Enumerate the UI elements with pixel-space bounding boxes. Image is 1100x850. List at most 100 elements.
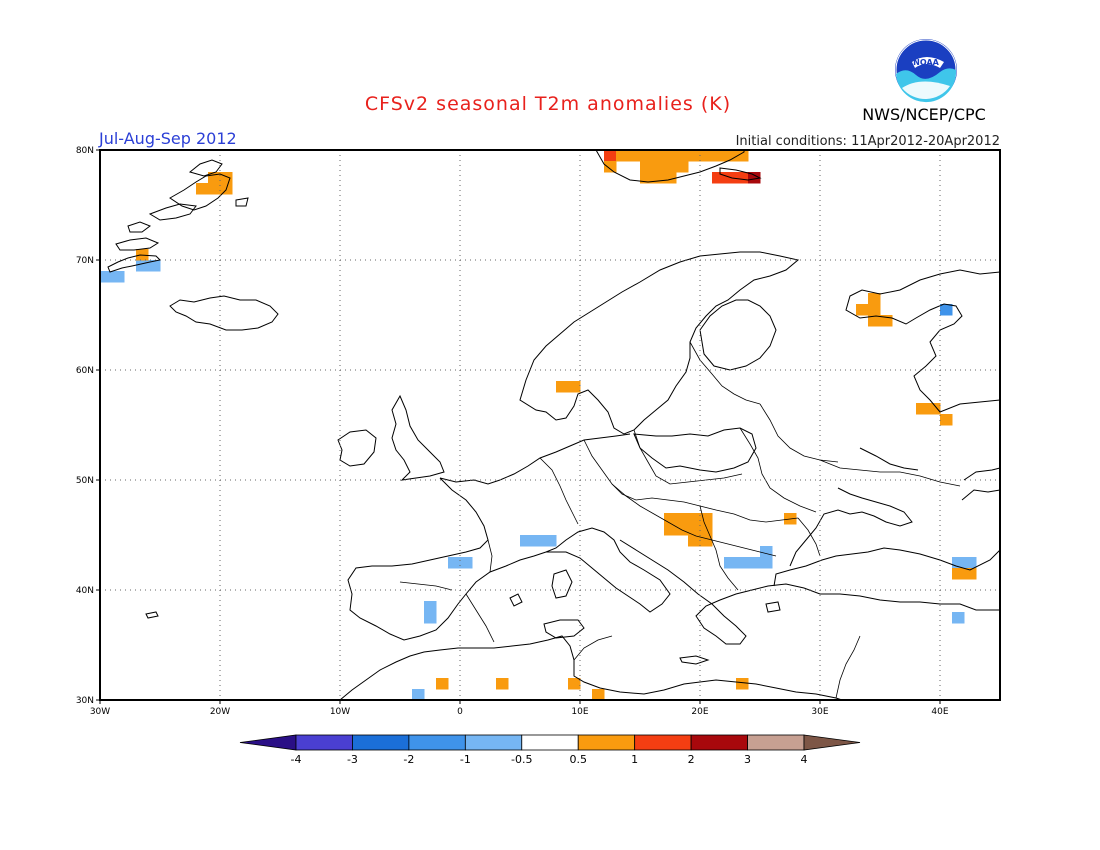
colorbar-label: 3 (744, 753, 751, 766)
anomaly-cell (952, 557, 965, 569)
lat-tick-label: 70N (76, 256, 94, 266)
anomaly-cell (964, 557, 977, 569)
lat-tick-label: 80N (76, 146, 94, 156)
lon-tick-label: 10W (330, 707, 350, 717)
map-background (100, 150, 1000, 700)
colorbar-label: -3 (347, 753, 358, 766)
anomaly-cell (700, 513, 713, 525)
anomaly-cell (688, 513, 701, 525)
anomaly-cell (628, 150, 641, 162)
anomaly-cell (520, 535, 533, 547)
lon-tick-label: 0 (457, 707, 463, 717)
anomaly-cell (604, 150, 617, 162)
anomaly-cell (220, 172, 233, 184)
anomaly-cell (952, 568, 965, 580)
anomaly-cell (940, 304, 953, 316)
anomaly-cell (736, 557, 749, 569)
anomaly-cell (748, 557, 761, 569)
colorbar-label: -1 (460, 753, 471, 766)
anomaly-cell (700, 524, 713, 536)
colorbar-box (352, 734, 410, 751)
colorbar-box (464, 734, 523, 751)
forecast-period: Jul-Aug-Sep 2012 (98, 129, 237, 148)
anomaly-cell (928, 403, 941, 415)
axis-ticks: 30W 20W 10W 0 10E 20E 30E 40E 30N 40N 50N 60N 70N 80N (76, 146, 949, 717)
anomaly-cell (736, 150, 749, 162)
anomaly-cell (916, 403, 929, 415)
anomaly-cell (652, 150, 665, 162)
colorbar-box (747, 734, 805, 751)
anomaly-cell (460, 557, 473, 569)
anomaly-cell (868, 304, 881, 316)
anomaly-cell (112, 271, 125, 283)
anomaly-cell (664, 513, 677, 525)
map-area: 30W 20W 10W 0 10E 20E 30E 40E 30N 40N 50N 60N 70N 80N (76, 146, 1001, 717)
anomaly-cell (676, 513, 689, 525)
colorbar-box (634, 734, 692, 751)
anomaly-cell (592, 689, 605, 701)
colorbar-box (295, 734, 353, 751)
anomaly-cell (712, 172, 725, 184)
anomaly-cell (688, 150, 701, 162)
lat-tick-label: 30N (76, 696, 94, 706)
colorbar-label: -2 (403, 753, 414, 766)
noaa-logo: NOAA (895, 39, 957, 103)
colorbar-label: 4 (801, 753, 808, 766)
anomaly-cell (436, 678, 449, 690)
anomaly-cell (640, 150, 653, 162)
anomaly-cell (412, 689, 425, 701)
colorbar-label: 2 (688, 753, 695, 766)
lon-tick-label: 10E (571, 707, 588, 717)
lat-tick-label: 40N (76, 586, 94, 596)
anomaly-cell (640, 161, 653, 173)
anomaly-cell (652, 161, 665, 173)
anomaly-cell (748, 172, 761, 184)
anomaly-cell (868, 315, 881, 327)
anomaly-cell (664, 524, 677, 536)
anomaly-cell (148, 260, 161, 272)
initial-conditions: Initial conditions: 11Apr2012-20Apr2012 (736, 134, 1000, 149)
anomaly-cell (700, 535, 713, 547)
anomaly-cell (664, 150, 677, 162)
anomaly-cell (424, 612, 437, 624)
lon-tick-label: 30W (90, 707, 110, 717)
anomaly-cell (496, 678, 509, 690)
anomaly-cell (688, 535, 701, 547)
colorbar-label: -0.5 (511, 753, 532, 766)
anomaly-cell (700, 150, 713, 162)
country-borders (399, 341, 961, 699)
anomaly-cell (640, 172, 653, 184)
colorbar-label: -4 (291, 753, 302, 766)
graticule (100, 150, 1000, 700)
colorbar: -4 -3 -2 -1 -0.5 0.5 1 2 3 4 (239, 734, 861, 766)
colorbar-box (521, 734, 579, 751)
anomaly-cell (196, 183, 209, 195)
lat-tick-label: 60N (76, 366, 94, 376)
colorbar-label: 1 (631, 753, 638, 766)
agency-label: NWS/NCEP/CPC (862, 105, 986, 124)
map-frame (99, 149, 1001, 701)
anomaly-cell (208, 172, 221, 184)
anomaly-cell (880, 315, 893, 327)
anomaly-cell (712, 150, 725, 162)
anomaly-cell (100, 271, 113, 283)
anomaly-cell (448, 557, 461, 569)
anomaly-cell (556, 381, 569, 393)
lon-tick-label: 20W (210, 707, 230, 717)
anomaly-cell (424, 601, 437, 613)
anomaly-cell (568, 381, 581, 393)
anomaly-cell (664, 161, 677, 173)
anomaly-cell (676, 150, 689, 162)
anomaly-cell (940, 414, 953, 426)
anomaly-cell (652, 172, 665, 184)
anomaly-cell (616, 150, 629, 162)
anomaly-cell (760, 557, 773, 569)
anomaly-cell (736, 172, 749, 184)
anomaly-cell (568, 678, 581, 690)
noaa-logo-text: NOAA (913, 58, 939, 67)
lon-tick-label: 30E (811, 707, 828, 717)
anomaly-cell (544, 535, 557, 547)
anomaly-cell (688, 524, 701, 536)
anomaly-cell (736, 678, 749, 690)
